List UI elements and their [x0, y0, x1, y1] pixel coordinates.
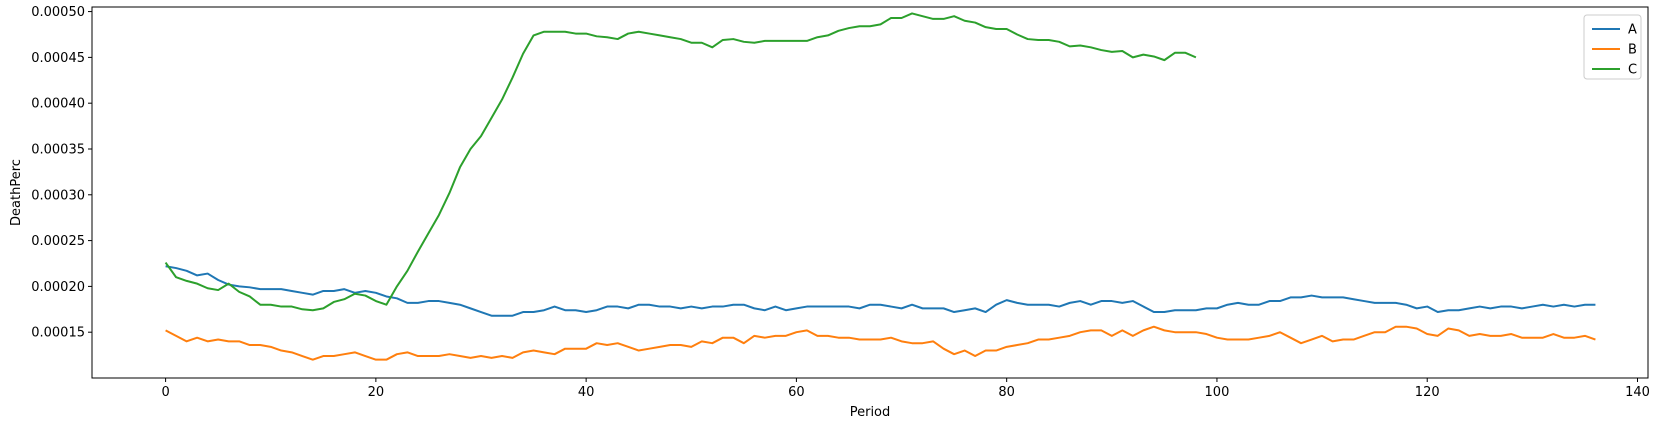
y-axis: 0.00015 0.00020 0.00025 0.00030 0.00035 0.000… [31, 5, 92, 341]
x-tick-label: 80 [998, 385, 1015, 400]
x-tick-label: 20 [368, 385, 385, 400]
legend-label-b: B [1628, 43, 1637, 58]
legend-label-a: A [1628, 23, 1637, 38]
y-axis-label: DeathPerc [9, 159, 24, 226]
x-tick-label: 0 [161, 385, 169, 400]
y-tick-label: 0.00015 [31, 326, 85, 341]
x-tick-label: 120 [1415, 385, 1440, 400]
x-axis-label: Period [850, 405, 891, 420]
x-tick-label: 100 [1205, 385, 1230, 400]
y-tick-label: 0.00025 [31, 234, 85, 249]
y-tick-label: 0.00050 [31, 5, 85, 20]
series-layer [164, 12, 1596, 361]
y-tick-label: 0.00035 [31, 142, 85, 157]
x-tick-label: 40 [578, 385, 595, 400]
x-tick-label: 140 [1625, 385, 1650, 400]
legend-label-c: C [1628, 63, 1637, 78]
legend: ABC [1583, 14, 1642, 80]
plot-frame [91, 6, 1649, 379]
y-tick-label: 0.00040 [31, 97, 85, 112]
series-line-c [164, 12, 1197, 312]
y-tick-label: 0.00045 [31, 51, 85, 66]
x-tick-label: 60 [788, 385, 805, 400]
series-line-b [165, 325, 1596, 361]
x-axis: 0 20 40 60 80 100 120 140 [161, 378, 1650, 400]
y-tick-label: 0.00020 [31, 280, 85, 295]
y-tick-label: 0.00030 [31, 188, 85, 203]
series-line-a [165, 265, 1596, 317]
legend-box [1583, 14, 1642, 80]
